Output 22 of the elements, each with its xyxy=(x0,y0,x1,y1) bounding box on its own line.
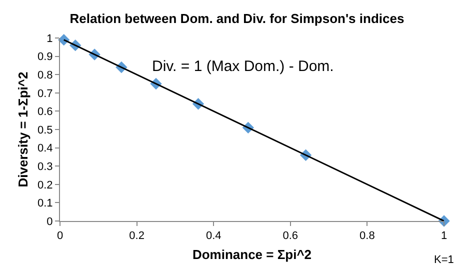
x-tick-label: 0.2 xyxy=(129,230,144,242)
text: K=1 xyxy=(434,254,454,266)
y-tick-label: 0.5 xyxy=(38,124,53,136)
x-axis-title: Dominance = Σpi^2 xyxy=(192,246,312,262)
y-tick-label: 0.9 xyxy=(38,51,53,64)
y-tick-label: 0.7 xyxy=(38,88,53,100)
y-tick-label: 0.6 xyxy=(38,106,53,118)
x-tick-label: 0.6 xyxy=(282,230,298,242)
chart-title: Relation between Dom. and Div. for Simpson's indices xyxy=(70,10,404,26)
x-tick-label: 1 xyxy=(440,230,448,242)
y-tick-label: 0.1 xyxy=(38,198,53,210)
y-tick-label: 0 xyxy=(46,216,53,228)
y-tick-label: 0.3 xyxy=(38,160,53,173)
y-axis-title: Diversity = 1-Σpi^2 xyxy=(15,72,30,188)
annotation: Div. = 1 (Max Dom.) - Dom. xyxy=(152,58,334,75)
x-tick-label: 0.4 xyxy=(206,230,222,242)
x-tick-label: 0 xyxy=(56,230,64,242)
y-tick-label: 0.2 xyxy=(38,179,53,192)
y-tick-label: 1 xyxy=(46,32,53,45)
x-tick-label: 0.8 xyxy=(360,230,375,242)
y-tick-label: 0.4 xyxy=(38,142,53,155)
y-tick-label: 0.8 xyxy=(38,69,53,82)
